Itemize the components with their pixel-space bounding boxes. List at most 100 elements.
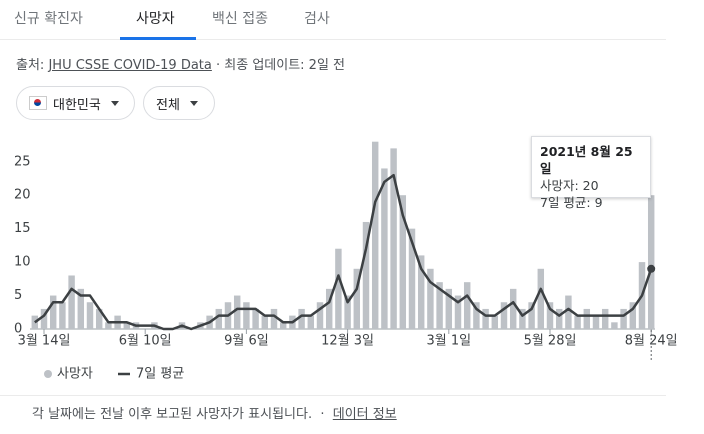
- x-tick-label: 12월 3일: [321, 334, 374, 349]
- x-tick-label: 5월 28일: [524, 334, 577, 349]
- y-tick-label: 10: [14, 255, 31, 270]
- bar: [105, 322, 112, 329]
- source-link[interactable]: JHU CSSE COVID-19 Data: [48, 58, 212, 73]
- bar: [243, 302, 250, 329]
- caret: [110, 100, 119, 106]
- footer-note: 각 날짜에는 전날 이후 보고된 사망자가 표시됩니다.: [32, 407, 313, 422]
- y-tick-label: 5: [14, 288, 22, 303]
- source-update: · 최종 업데이트: 2일 전: [216, 58, 346, 73]
- bar: [473, 302, 480, 329]
- filter-label: 대한민국: [53, 97, 101, 113]
- y-tick-label: 0: [14, 322, 22, 337]
- bar: [353, 268, 361, 329]
- x-tick-label: 3월 1일: [426, 334, 471, 349]
- bar: [233, 295, 241, 329]
- bar: [491, 315, 499, 329]
- tooltip-line: 7일 평균: 9: [540, 195, 603, 210]
- bar: [500, 302, 508, 329]
- tab-divider: [0, 39, 666, 40]
- bar: [371, 141, 379, 329]
- x-tick-label: 9월 6일: [224, 334, 269, 349]
- bar: [215, 308, 223, 329]
- x-tick-label: 3월 14일: [18, 334, 71, 349]
- bar: [408, 228, 416, 329]
- bar: [519, 308, 526, 329]
- tab[interactable]: 사망자: [136, 11, 175, 27]
- bar: [601, 308, 609, 329]
- flag-icon: [29, 96, 47, 110]
- bar: [463, 282, 471, 329]
- tab[interactable]: 신규 확진자: [14, 11, 83, 27]
- bar: [261, 315, 269, 329]
- bar: [509, 288, 517, 329]
- footer: 각 날짜에는 전날 이후 보고된 사망자가 표시됩니다. · 데이터 정보: [32, 403, 397, 422]
- bar: [270, 308, 278, 329]
- bar: [59, 302, 66, 329]
- bar: [555, 308, 563, 329]
- bar: [399, 195, 407, 329]
- country-filter[interactable]: 대한민국: [16, 86, 135, 120]
- bar: [307, 315, 315, 329]
- separator: ·: [320, 407, 325, 422]
- footer-divider: [0, 395, 666, 396]
- bar: [325, 288, 333, 329]
- region-filter[interactable]: 전체: [143, 86, 215, 120]
- bar: [86, 302, 94, 329]
- bar: [427, 268, 434, 329]
- tooltip-title: 2021년 8월 25일: [540, 144, 633, 176]
- bar: [436, 282, 443, 329]
- bar: [528, 302, 535, 329]
- bar: [335, 248, 342, 329]
- data-info-link[interactable]: 데이터 정보: [332, 407, 397, 422]
- bar: [592, 315, 600, 329]
- bar: [482, 308, 489, 329]
- avg-line: [34, 173, 653, 331]
- bar: [252, 308, 259, 329]
- bar: [68, 275, 75, 329]
- legend-swatch: [44, 370, 52, 378]
- bar: [537, 268, 545, 329]
- hover-dot: [647, 264, 656, 273]
- caret: [189, 100, 198, 106]
- tab[interactable]: 검사: [304, 11, 330, 27]
- bar: [611, 322, 618, 329]
- bar: [381, 168, 388, 329]
- bar: [316, 302, 324, 329]
- bar: [49, 295, 57, 329]
- y-tick-label: 15: [14, 221, 31, 236]
- bar: [647, 195, 655, 329]
- bar: [445, 288, 453, 329]
- bar: [77, 288, 85, 329]
- source-prefix: 출처:: [16, 58, 45, 73]
- bar: [344, 295, 351, 329]
- y-tick-label: 25: [14, 154, 31, 169]
- x-tick-label: 8월 24일: [625, 334, 678, 349]
- tab[interactable]: 백신 접종: [212, 11, 268, 27]
- bar: [583, 308, 591, 329]
- bar: [40, 308, 48, 329]
- bar: [31, 315, 39, 329]
- bar: [546, 302, 554, 329]
- bar: [417, 255, 425, 329]
- bar: [298, 308, 305, 329]
- bar: [454, 295, 462, 329]
- tooltip-line: 사망자: 20: [540, 178, 599, 193]
- bar: [123, 322, 131, 329]
- bar: [390, 148, 397, 329]
- legend-label: 사망자: [57, 367, 93, 382]
- bar: [620, 308, 627, 329]
- bar: [95, 308, 103, 329]
- x-tick-label: 6월 10일: [119, 334, 172, 349]
- bar: [565, 295, 572, 329]
- bar: [574, 315, 581, 329]
- tab-indicator: [120, 37, 196, 40]
- y-tick-label: 20: [14, 188, 31, 203]
- source-line: 출처: JHU CSSE COVID-19 Data · 최종 업데이트: 2일…: [16, 54, 345, 73]
- filter-label: 전체: [156, 97, 180, 113]
- bar: [629, 302, 637, 329]
- legend-label: 7일 평균: [136, 367, 184, 382]
- bar: [279, 322, 287, 329]
